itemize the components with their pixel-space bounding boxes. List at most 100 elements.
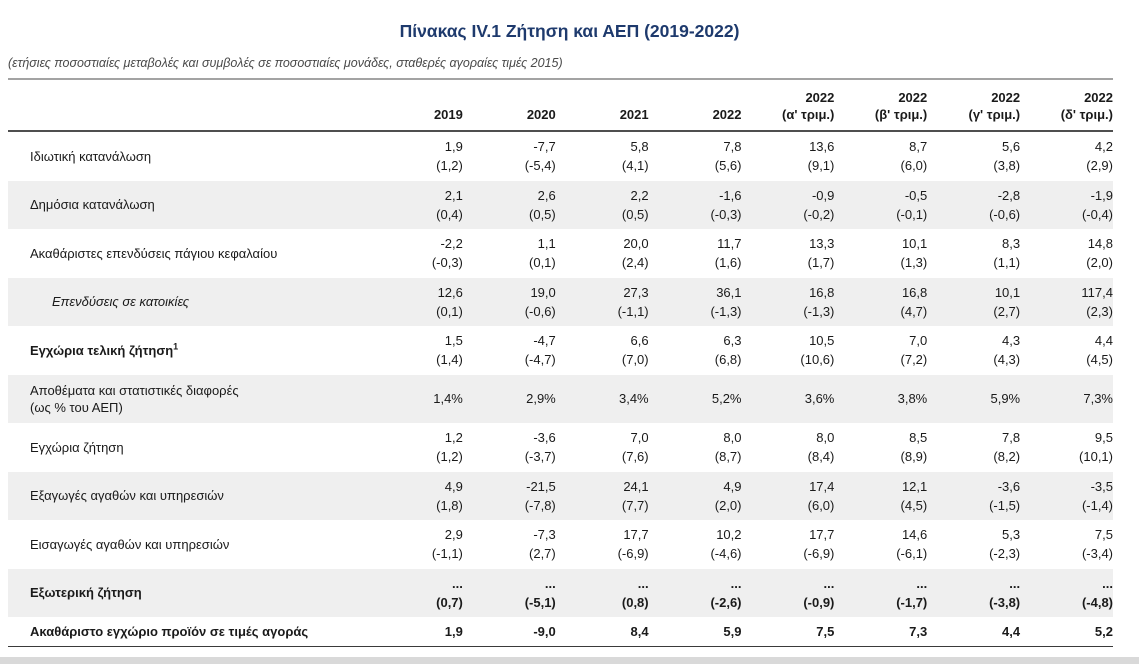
value-cell: 7,5 (-3,4) (1020, 520, 1113, 569)
value-contribution: (-0,6) (524, 303, 556, 319)
value-cell: -3,6 (-1,5) (927, 472, 1020, 521)
value-contribution: (-3,8) (989, 594, 1021, 610)
row-label-text: Εγχώρια ζήτηση (30, 439, 124, 455)
value-contribution: (5,6) (714, 158, 742, 174)
value-cell: 7,5 (742, 617, 834, 646)
value-cell: 117,4 (2,3) (1020, 278, 1113, 327)
column-header-period: 2021 (619, 107, 649, 122)
table-row: Ακαθάριστες επενδύσεις πάγιου κεφαλαίου -… (8, 229, 1113, 278)
value-contribution: (1,7) (807, 255, 835, 271)
table-row: Αποθέματα και στατιστικές διαφορές (ως % … (8, 374, 1113, 424)
value-contribution: (7,7) (621, 497, 649, 513)
value-cell: 6,6 (7,0) (556, 326, 649, 375)
value-contribution: (6,0) (807, 497, 835, 513)
value-cell: 5,6 (3,8) (927, 132, 1020, 181)
value-cell: 8,4 (556, 617, 649, 646)
row-label-text: Ιδιωτική κατανάλωση (30, 148, 152, 164)
value-cell: 5,2 (1020, 617, 1113, 646)
value-contribution: (0,1) (529, 255, 556, 271)
table-row: Ιδιωτική κατανάλωση 1,9 (1,2) -7,7 (-5,4) 5,8… (8, 132, 1113, 181)
column-header: 2022 (α' τριμ.) (742, 89, 835, 123)
value-contribution: (-6,9) (617, 546, 649, 562)
value-contribution: (4,5) (1086, 352, 1113, 368)
row-label-text: Εισαγωγές αγαθών και υπηρεσιών (30, 536, 230, 552)
value-cell: 17,7 (-6,9) (556, 520, 649, 569)
value-main: 3,6% (804, 391, 835, 407)
value-cell: -1,6 (-0,3) (649, 181, 741, 230)
value-main: 4,9 (723, 478, 742, 494)
value-main: 8,5 (909, 430, 928, 446)
value-main: 10,2 (716, 527, 742, 543)
value-main: 13,3 (809, 236, 835, 252)
value-main: 2,2 (630, 187, 649, 203)
table-row: Επενδύσεις σε κατοικίες 12,6 (0,1) 19,0 (-0,… (8, 277, 1113, 327)
row-label: Εισαγωγές αγαθών και υπηρεσιών (8, 520, 370, 569)
column-header-period: (α' τριμ.) (782, 107, 835, 122)
value-main: 4,4 (1094, 333, 1113, 349)
value-contribution: (8,9) (900, 449, 928, 465)
value-main: -3,6 (533, 430, 556, 446)
value-main: -9,0 (533, 624, 556, 639)
value-cell: 10,5 (10,6) (742, 326, 834, 375)
value-main: ... (1102, 575, 1113, 591)
value-main: 7,0 (909, 333, 928, 349)
row-label-text-line2: (ως % του ΑΕΠ) (30, 399, 123, 415)
value-cell: -7,7 (-5,4) (463, 132, 556, 181)
value-main: -3,6 (997, 478, 1021, 494)
value-cell: -3,5 (-1,4) (1020, 472, 1113, 521)
value-main: 27,3 (623, 284, 649, 300)
value-main: -1,9 (1090, 187, 1113, 203)
demand-gdp-table: 2019 2020 2021 2022 2022 (α' τριμ.) 2022 (β' τρ… (8, 78, 1113, 647)
value-cell: 7,3 (834, 617, 927, 646)
value-contribution: (9,1) (807, 158, 835, 174)
column-header: 2020 (463, 106, 556, 123)
value-contribution: (-0,1) (896, 206, 928, 222)
value-main: 16,8 (901, 284, 928, 300)
table-header-row: 2019 2020 2021 2022 2022 (α' τριμ.) 2022 (β' τρ… (8, 80, 1113, 132)
value-main: 5,9 (723, 624, 742, 639)
value-cell: 27,3 (-1,1) (556, 278, 649, 327)
value-cell: 13,6 (9,1) (742, 132, 835, 181)
value-cell: ... (-1,7) (834, 569, 927, 618)
value-main: ... (544, 575, 556, 591)
value-main: ... (452, 575, 463, 591)
value-main: 11,7 (717, 236, 742, 252)
value-cell: 5,2% (649, 375, 742, 424)
value-contribution: (2,7) (529, 546, 556, 562)
value-main: 8,7 (909, 139, 928, 155)
value-cell: 14,6 (-6,1) (834, 520, 927, 569)
value-main: 117,4 (1081, 284, 1113, 300)
row-label: Εγχώρια τελική ζήτηση1 (8, 326, 370, 375)
value-cell: 14,8 (2,0) (1020, 229, 1113, 278)
value-contribution: (-0,9) (803, 594, 835, 610)
value-cell: -1,9 (-0,4) (1020, 181, 1113, 230)
value-contribution: (4,3) (993, 352, 1021, 368)
value-contribution: (-0,2) (803, 206, 835, 222)
value-main: -7,3 (533, 527, 556, 543)
value-contribution: (6,0) (900, 158, 928, 174)
value-main: 7,3% (1083, 391, 1113, 407)
value-contribution: (2,0) (1086, 255, 1113, 271)
value-main: 7,8 (723, 139, 742, 155)
column-header-period: 2019 (433, 107, 463, 122)
value-main: 9,5 (1094, 430, 1113, 446)
value-main: 8,0 (723, 430, 742, 446)
value-contribution: (-1,4) (1081, 497, 1113, 513)
value-cell: -9,0 (463, 617, 556, 646)
value-cell: 13,3 (1,7) (742, 229, 835, 278)
table-row: Εξωτερική ζήτηση... (0,7)... (-5,1)... (0,8… (8, 568, 1113, 618)
value-cell: 5,9 (649, 617, 742, 646)
value-main: ... (1009, 575, 1021, 591)
value-cell: 5,9% (927, 375, 1020, 424)
value-cell: 8,7 (6,0) (834, 132, 928, 181)
row-label: Δημόσια κατανάλωση (8, 181, 370, 230)
value-main: -7,7 (533, 139, 556, 155)
value-cell: ... (-3,8) (927, 569, 1020, 618)
value-main: 12,6 (437, 284, 463, 300)
value-main: 5,9% (990, 391, 1021, 407)
column-header-year: 2022 (1084, 90, 1113, 105)
value-main: 5,2 (1094, 624, 1113, 639)
value-main: 6,6 (630, 333, 649, 349)
value-cell: 7,3% (1020, 375, 1113, 424)
